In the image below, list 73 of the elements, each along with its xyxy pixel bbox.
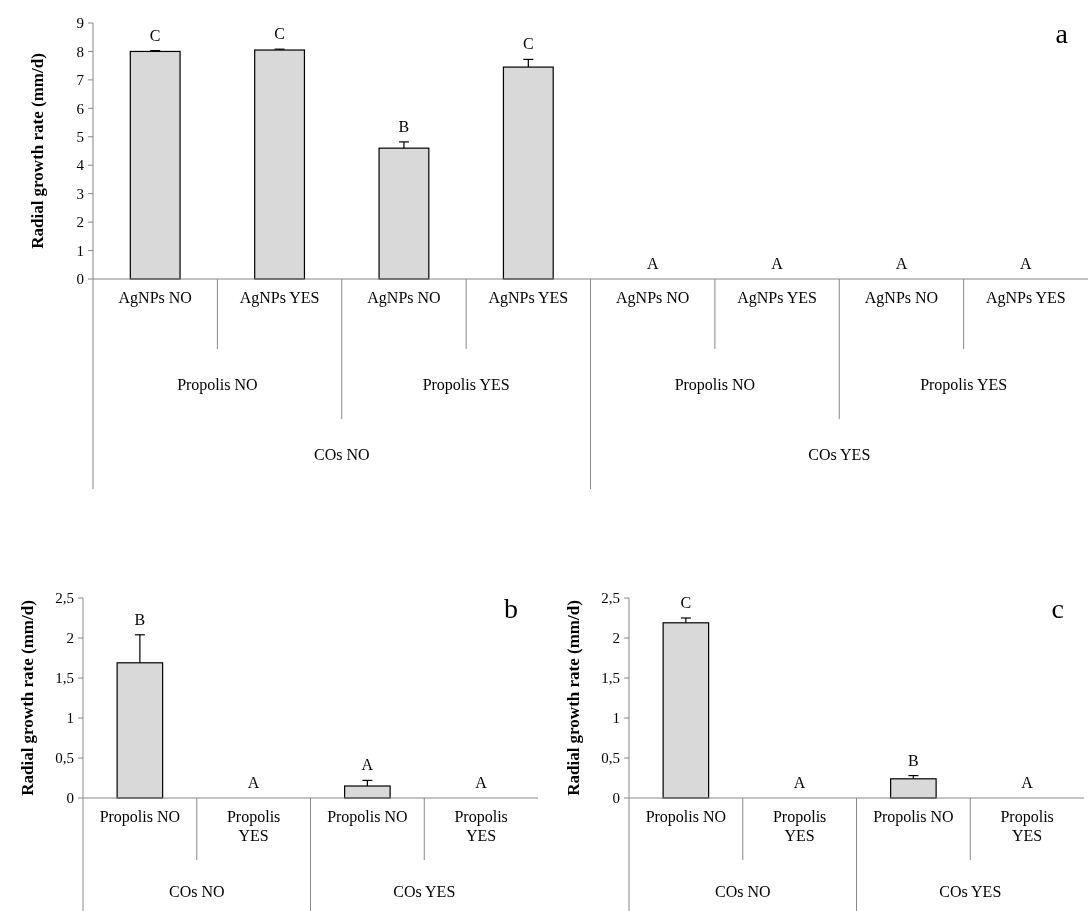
text: Propolis YES (920, 375, 1008, 394)
bar (378, 147, 430, 280)
data-label: A (793, 774, 806, 791)
bar (129, 50, 181, 280)
y-tick-label: 4 (76, 157, 85, 174)
y-axis-title: Radial growth rate (mm/d) (28, 53, 47, 249)
text: COs YES (808, 445, 871, 463)
y-tick-label: 2 (612, 630, 620, 647)
x-tick-label: AgNPs NO (118, 289, 192, 308)
data-label: A (247, 774, 260, 791)
x-tick-label: Propolis YES (454, 808, 508, 844)
text: COs NO (168, 882, 225, 900)
data-label: C (522, 35, 534, 53)
x-tick-label: Propolis NO (873, 808, 954, 827)
data-label: C (149, 26, 161, 44)
data-label: C (680, 594, 692, 611)
x-tick-label: AgNPs YES (488, 289, 569, 308)
y-tick-label: 2,5 (601, 590, 620, 607)
y-tick-label: 3 (76, 185, 84, 202)
y-tick-label: 6 (76, 100, 85, 117)
y-tick-label: 9 (76, 15, 84, 32)
y-tick-label: 1 (76, 242, 84, 259)
text: COs YES (393, 882, 456, 900)
text: Propolis NO (674, 375, 756, 394)
data-label: C (274, 25, 285, 43)
y-axis-title: Radial growth rate (mm/d) (564, 600, 583, 796)
text: Propolis YES (422, 375, 510, 394)
x-tick-label: Propolis YES (1000, 808, 1054, 844)
y-tick-label: 1,5 (601, 670, 620, 687)
y-tick-label: 1 (66, 710, 74, 727)
y-tick-label: 0,5 (601, 750, 620, 767)
data-label: A (771, 255, 784, 272)
x-tick-label: AgNPs YES (239, 289, 320, 308)
x-tick-label: Propolis NO (327, 808, 408, 827)
data-label: B (134, 610, 146, 628)
data-label: B (908, 751, 919, 769)
y-tick-label: 0 (76, 271, 84, 288)
x-tick-label: Propolis YES (226, 808, 281, 844)
y-tick-label: 5 (76, 129, 84, 146)
x-tick-label: AgNPs YES (985, 289, 1066, 308)
data-label: A (361, 756, 374, 774)
data-label: A (646, 255, 659, 272)
bar (254, 49, 306, 280)
text: COs NO (714, 882, 771, 900)
y-tick-label: 0 (66, 790, 74, 807)
chart-title: a (1055, 18, 1069, 49)
x-tick-label: AgNPs YES (737, 289, 817, 308)
y-tick-label: 0,5 (55, 750, 74, 767)
data-label: B (398, 117, 410, 135)
y-tick-label: 2,5 (55, 590, 74, 607)
x-tick-label: AgNPs NO (367, 289, 441, 308)
x-tick-label: Propolis NO (645, 808, 727, 827)
y-tick-label: 8 (76, 43, 84, 60)
chart-title: b (504, 593, 518, 624)
x-tick-label: AgNPs NO (616, 289, 690, 308)
text: COs NO (313, 445, 370, 463)
y-tick-label: 2 (66, 630, 74, 647)
data-label: A (475, 774, 488, 791)
y-tick-label: 0 (612, 790, 620, 807)
y-tick-label: 1 (612, 710, 620, 727)
text: COs YES (939, 882, 1002, 900)
y-axis-title: Radial growth rate (mm/d) (18, 600, 37, 796)
x-tick-label: AgNPs NO (864, 289, 939, 308)
data-label: A (895, 255, 908, 272)
data-label: A (1021, 774, 1034, 791)
text: Propolis NO (177, 375, 258, 394)
y-tick-label: 2 (76, 214, 84, 231)
y-tick-label: 1,5 (55, 670, 74, 687)
x-tick-label: Propolis YES (772, 808, 827, 844)
y-tick-label: 7 (76, 72, 85, 89)
chart-title: c (1051, 593, 1064, 624)
x-tick-label: Propolis NO (99, 808, 181, 827)
data-label: A (1020, 255, 1033, 272)
